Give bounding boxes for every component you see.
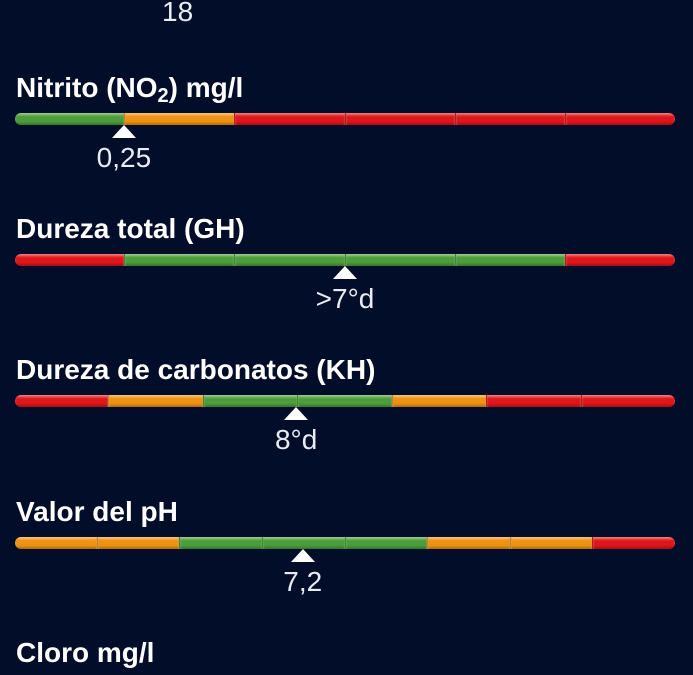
range-segment-orange xyxy=(427,537,510,549)
range-segment-red xyxy=(454,113,565,125)
value-marker-triangle-icon xyxy=(111,125,136,138)
parameter-title: Nitrito (NO2) mg/l xyxy=(16,71,244,107)
range-segment-orange xyxy=(15,537,97,549)
range-segment-green xyxy=(15,113,125,125)
range-segment-green xyxy=(297,395,392,407)
parameter-reading: >7°d xyxy=(315,283,375,314)
range-scale-bar xyxy=(15,254,675,266)
range-segment-orange xyxy=(509,537,593,549)
range-segment-green xyxy=(261,537,345,549)
range-scale-bar xyxy=(15,113,675,125)
range-segment-red xyxy=(344,113,455,125)
value-marker-triangle-icon xyxy=(284,407,309,420)
range-segment-green xyxy=(202,395,298,407)
parameter-title: Dureza total (GH) xyxy=(16,212,245,246)
parameter-title-main: Cloro mg/l xyxy=(16,637,155,668)
parameter-reading: 8°d xyxy=(274,424,318,455)
range-segment-red xyxy=(564,113,675,125)
range-segment-red xyxy=(486,395,581,407)
range-segment-green xyxy=(124,254,235,266)
range-segment-red xyxy=(234,113,345,125)
range-segment-green xyxy=(234,254,345,266)
value-marker-triangle-icon xyxy=(290,549,315,562)
value-marker-triangle-icon xyxy=(333,266,357,279)
parameter-reading: 7,2 xyxy=(283,566,323,597)
parameter-title: Valor del pH xyxy=(16,495,178,529)
range-segment-red xyxy=(15,395,109,407)
range-segment-green xyxy=(344,537,428,549)
range-segment-green xyxy=(179,537,262,549)
parameter-reading: 0,25 xyxy=(96,142,152,173)
parameter-title: Dureza de carbonatos (KH) xyxy=(16,353,375,387)
range-segment-green xyxy=(454,254,565,266)
range-segment-red xyxy=(564,254,675,266)
parameter-title-suffix: ) mg/l xyxy=(168,72,244,103)
range-segment-red xyxy=(592,537,675,549)
range-segment-red xyxy=(15,254,125,266)
range-scale-bar xyxy=(15,395,675,407)
range-segment-orange xyxy=(96,537,180,549)
range-segment-red xyxy=(580,395,675,407)
range-segment-orange xyxy=(124,113,235,125)
parameter-title-main: Nitrito (NO xyxy=(16,72,158,103)
previous-parameter-reading: 18 xyxy=(162,0,194,27)
parameter-title-main: Dureza total (GH) xyxy=(16,213,245,244)
parameter-title-main: Valor del pH xyxy=(16,496,178,527)
parameter-title: Cloro mg/l xyxy=(16,636,154,670)
range-scale-bar xyxy=(15,537,675,549)
parameter-title-subscript: 2 xyxy=(157,85,169,107)
range-segment-green xyxy=(344,254,455,266)
range-segment-orange xyxy=(391,395,487,407)
range-segment-orange xyxy=(108,395,203,407)
parameter-title-main: Dureza de carbonatos (KH) xyxy=(16,354,376,385)
